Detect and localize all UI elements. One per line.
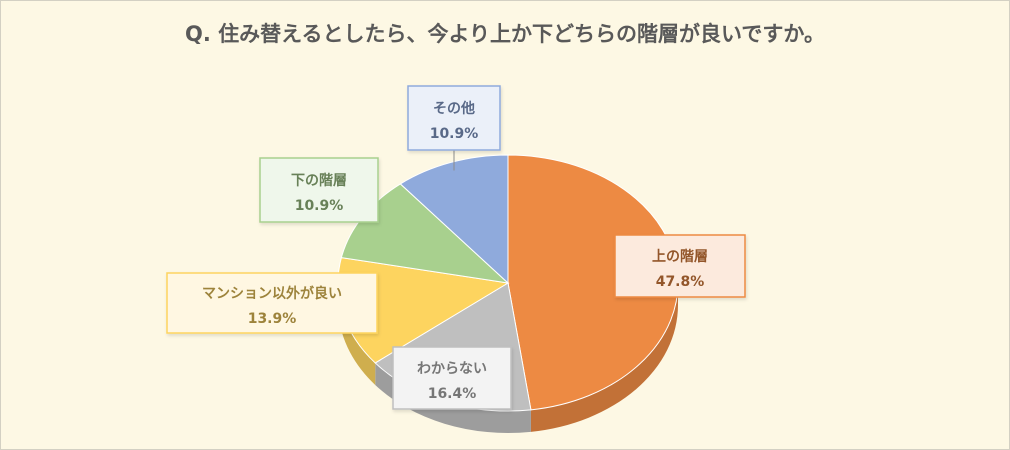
slice-value-2: 13.9% xyxy=(248,311,297,327)
callout-3: 下の階層 10.9% xyxy=(259,157,379,223)
pie-side-1 xyxy=(375,362,531,433)
slice-value-1: 16.4% xyxy=(428,386,477,402)
callout-0: 上の階層 47.8% xyxy=(614,234,746,298)
pie-slice-4 xyxy=(399,154,509,285)
slice-label-1: わからない xyxy=(417,361,487,377)
slice-value-0: 47.8% xyxy=(656,274,705,290)
pie-side-0 xyxy=(530,283,678,432)
chart-title: Q. 住み替えるとしたら、今より上か下どちらの階層が良いですか。 xyxy=(184,22,826,46)
pie-side-2 xyxy=(338,283,376,385)
callout-box-1 xyxy=(392,346,512,410)
callout-box-0 xyxy=(614,234,746,298)
slice-value-4: 10.9% xyxy=(430,126,479,142)
callout-box-2 xyxy=(166,272,378,334)
slice-value-3: 10.9% xyxy=(295,198,344,214)
callout-box-4 xyxy=(407,85,501,151)
slice-label-0: 上の階層 xyxy=(652,248,708,265)
callout-box-3 xyxy=(259,157,379,223)
callout-2: マンション以外が良い 13.9% xyxy=(166,272,378,334)
slice-label-4: その他 xyxy=(433,100,475,117)
slice-label-3: 下の階層 xyxy=(291,172,347,189)
slice-label-2: マンション以外が良い xyxy=(202,285,342,302)
callout-1: わからない 16.4% xyxy=(392,346,512,410)
callout-4: その他 10.9% xyxy=(407,85,501,151)
